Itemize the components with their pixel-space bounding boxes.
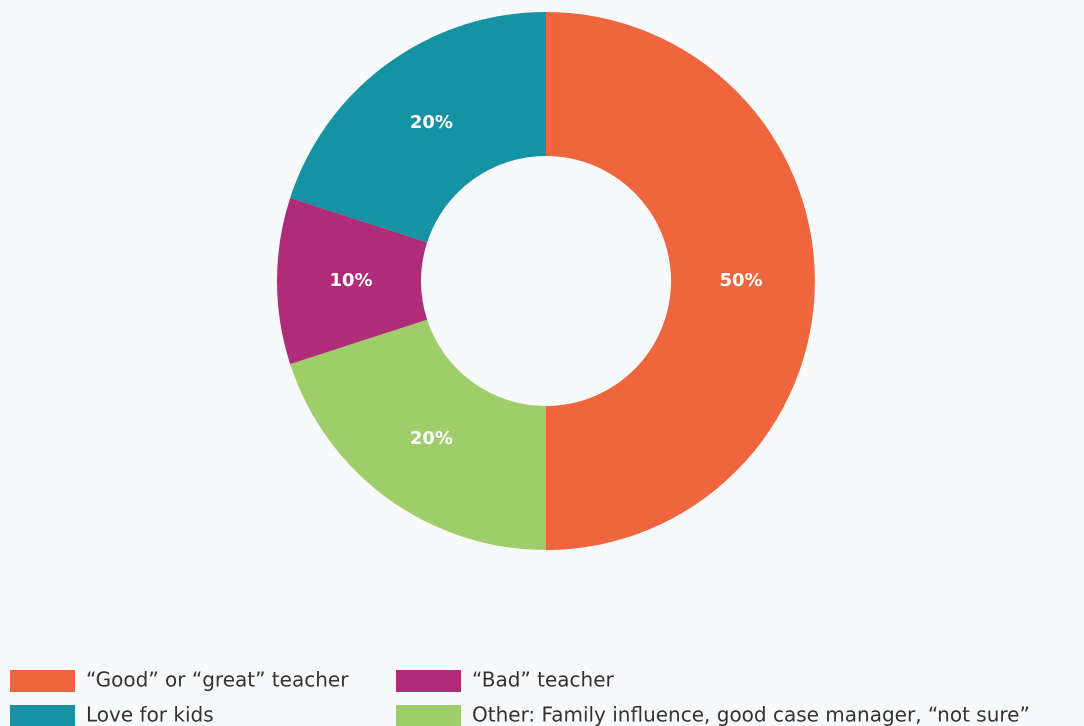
value-label: 10% bbox=[329, 270, 372, 291]
legend-label: Other: Family influence, good case manag… bbox=[472, 703, 1030, 726]
legend-swatch bbox=[10, 705, 75, 726]
legend-swatch bbox=[396, 670, 461, 692]
donut-slice bbox=[290, 319, 546, 550]
donut-slice bbox=[277, 197, 428, 365]
donut-slice bbox=[290, 12, 546, 243]
legend-label: Love for kids bbox=[86, 703, 214, 726]
legend-swatch bbox=[396, 705, 461, 726]
legend-label: “Bad” teacher bbox=[472, 668, 615, 692]
value-label: 50% bbox=[719, 270, 762, 291]
value-label: 20% bbox=[410, 112, 453, 133]
donut-slice bbox=[546, 12, 815, 550]
legend-swatch bbox=[10, 670, 75, 692]
value-label: 20% bbox=[410, 428, 453, 449]
legend-label: “Good” or “great” teacher bbox=[86, 668, 349, 692]
